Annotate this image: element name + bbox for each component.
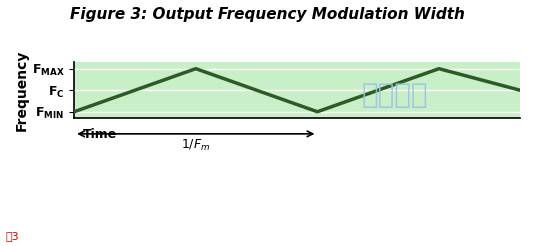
Y-axis label: Frequency: Frequency (15, 49, 29, 131)
Text: $1/F_m$: $1/F_m$ (181, 138, 210, 154)
Text: Time: Time (83, 128, 117, 141)
Text: 图3: 图3 (5, 231, 19, 241)
Text: Figure 3: Output Frequency Modulation Width: Figure 3: Output Frequency Modulation Wi… (70, 7, 465, 22)
Text: 龙湖电子: 龙湖电子 (362, 81, 429, 109)
